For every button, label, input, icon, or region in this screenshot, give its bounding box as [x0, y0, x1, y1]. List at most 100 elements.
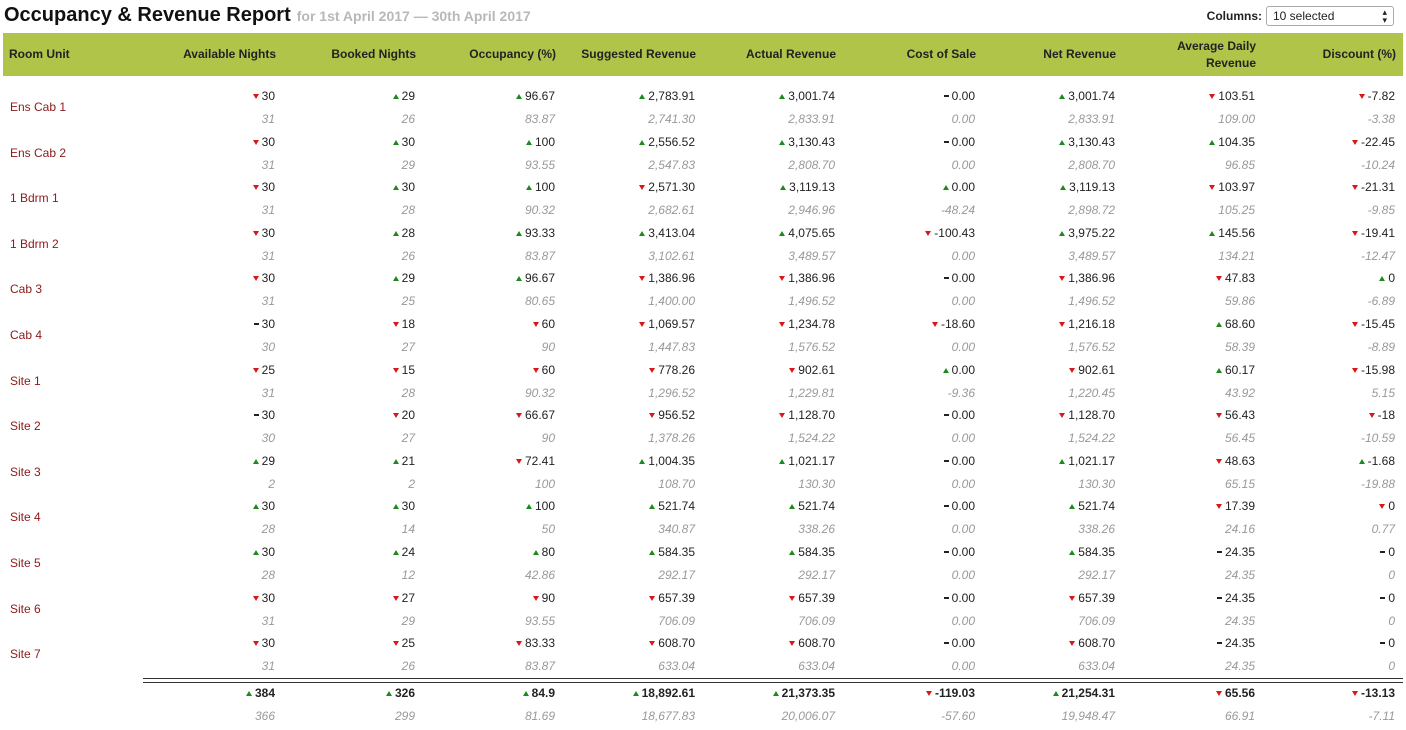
column-header-discount[interactable]: Discount (%) — [1322, 47, 1396, 61]
current-value-cell: 0.00 — [943, 591, 975, 605]
trend-down-icon — [252, 641, 259, 647]
room-unit-link[interactable]: Site 6 — [10, 601, 41, 616]
previous-value-cell: 292.17 — [658, 568, 695, 582]
cell-value: -9.85 — [1367, 203, 1395, 218]
cell-value: 134.21 — [1218, 248, 1255, 263]
columns-select[interactable]: 10 selected ▴ ▾ — [1266, 6, 1394, 26]
room-unit-link[interactable]: 1 Bdrm 1 — [10, 191, 59, 206]
room-unit-link[interactable]: 1 Bdrm 2 — [10, 236, 59, 251]
previous-value-cell: 0.00 — [952, 522, 975, 536]
column-header-booked-nights[interactable]: Booked Nights — [331, 47, 416, 61]
cell-value: 0 — [1388, 590, 1395, 605]
trend-down-icon — [252, 139, 259, 145]
cell-value: -1.68 — [1367, 453, 1395, 468]
previous-value-cell: 24.35 — [1225, 568, 1255, 582]
room-unit-link[interactable]: Site 2 — [10, 419, 41, 434]
current-value-cell: 80 — [532, 545, 555, 559]
previous-value-cell: 93.55 — [525, 614, 555, 628]
previous-value-cell: 2,547.83 — [648, 158, 695, 172]
current-value-cell: 902.61 — [789, 363, 835, 377]
room-unit-link[interactable]: Ens Cab 1 — [10, 100, 67, 114]
cell-value: 584.35 — [658, 545, 695, 559]
previous-value-cell: 28 — [402, 203, 415, 217]
previous-value-cell: 90.32 — [525, 203, 555, 217]
cell-value: 2 — [268, 476, 275, 491]
cell-value: 0.00 — [951, 636, 975, 651]
current-value-cell: 3,119.13 — [1060, 180, 1115, 194]
current-value-cell: 2,571.30 — [639, 180, 695, 194]
cell-value: 15 — [401, 362, 415, 377]
cell-value: 30 — [401, 180, 415, 195]
current-value-cell: 0 — [1379, 499, 1395, 513]
total-previous-cell: 299 — [395, 709, 415, 723]
cell-value: 24.35 — [1224, 636, 1255, 651]
trend-up-icon — [385, 691, 392, 696]
current-value-cell: 24.35 — [1216, 636, 1255, 651]
cell-value: 1,004.35 — [648, 453, 695, 468]
previous-value-cell: 56.45 — [1225, 431, 1255, 445]
room-unit-link[interactable]: Site 4 — [10, 510, 41, 525]
room-unit-link[interactable]: Site 5 — [10, 556, 41, 570]
cell-value: 47.83 — [1224, 271, 1255, 286]
column-header-cost-of-sale[interactable]: Cost of Sale — [906, 47, 976, 61]
trend-up-icon — [639, 458, 646, 464]
cell-value: -13.13 — [1360, 686, 1395, 700]
current-value-cell: 0.00 — [943, 135, 975, 149]
previous-value-cell: 0.00 — [952, 568, 975, 582]
cell-value: 81.69 — [524, 709, 555, 723]
cell-value: 608.70 — [798, 636, 835, 651]
previous-value-cell: 26 — [402, 659, 415, 673]
previous-value-cell: 1,220.45 — [1068, 386, 1115, 400]
no-change-icon — [1380, 551, 1386, 553]
cell-value: 0 — [1388, 568, 1395, 582]
cell-value: 24.16 — [1224, 522, 1255, 537]
current-value-cell: 100 — [525, 499, 555, 513]
previous-value-cell: 2,833.91 — [788, 112, 835, 126]
previous-value-cell: -6.89 — [1368, 294, 1395, 308]
column-header-available-nights[interactable]: Available Nights — [183, 47, 276, 61]
column-header-room-unit[interactable]: Room Unit — [9, 47, 70, 61]
cell-value: 1,386.96 — [1068, 271, 1115, 286]
no-change-icon — [253, 414, 259, 417]
current-value-cell: 30 — [252, 636, 275, 650]
trend-down-icon — [1351, 139, 1358, 145]
trend-down-icon — [392, 322, 399, 327]
previous-value-cell: 43.92 — [1225, 386, 1255, 400]
cell-value: 29 — [401, 271, 415, 286]
column-header-actual-revenue[interactable]: Actual Revenue — [745, 47, 836, 61]
previous-value-cell: -9.36 — [948, 386, 975, 400]
cell-value: 42.86 — [524, 568, 555, 582]
column-header-occupancy[interactable]: Occupancy (%) — [469, 47, 556, 61]
room-unit-link[interactable]: Cab 3 — [10, 282, 43, 297]
cell-value: 31 — [261, 613, 275, 628]
current-value-cell: 93.33 — [515, 226, 555, 240]
cell-value: 0 — [1388, 545, 1395, 559]
room-unit-link[interactable]: Site 1 — [10, 373, 41, 388]
room-unit-link[interactable]: Ens Cab 2 — [10, 145, 67, 160]
cell-value: 902.61 — [798, 362, 835, 377]
column-header-net-revenue[interactable]: Net Revenue — [1043, 47, 1116, 61]
cell-value: 0.00 — [951, 408, 975, 423]
cell-value: 706.09 — [658, 613, 695, 628]
current-value-cell: 100 — [525, 135, 555, 149]
cell-value: 384 — [254, 686, 275, 700]
current-value-cell: -100.43 — [925, 226, 975, 240]
cell-value: 0.77 — [1371, 522, 1395, 537]
cell-value: 30 — [261, 180, 275, 195]
room-unit-link[interactable]: Cab 4 — [10, 328, 43, 342]
room-unit-link[interactable]: Site 7 — [10, 647, 41, 662]
column-header-average-daily-revenue[interactable]: Average Daily Revenue — [1177, 39, 1256, 70]
totals-divider — [143, 678, 1403, 683]
cell-value: 26 — [401, 112, 415, 126]
trend-down-icon — [779, 276, 786, 282]
trend-up-icon — [525, 139, 532, 145]
total-previous-cell: 20,006.07 — [782, 709, 835, 723]
cell-value: 0.00 — [951, 522, 975, 537]
cell-value: 56.43 — [1224, 408, 1255, 423]
cell-value: 108.70 — [658, 476, 695, 491]
trend-up-icon — [245, 691, 252, 696]
room-unit-link[interactable]: Site 3 — [10, 464, 41, 479]
cell-value: 26 — [401, 248, 415, 263]
column-header-suggested-revenue[interactable]: Suggested Revenue — [581, 47, 696, 61]
previous-value-cell: 100 — [535, 477, 555, 491]
